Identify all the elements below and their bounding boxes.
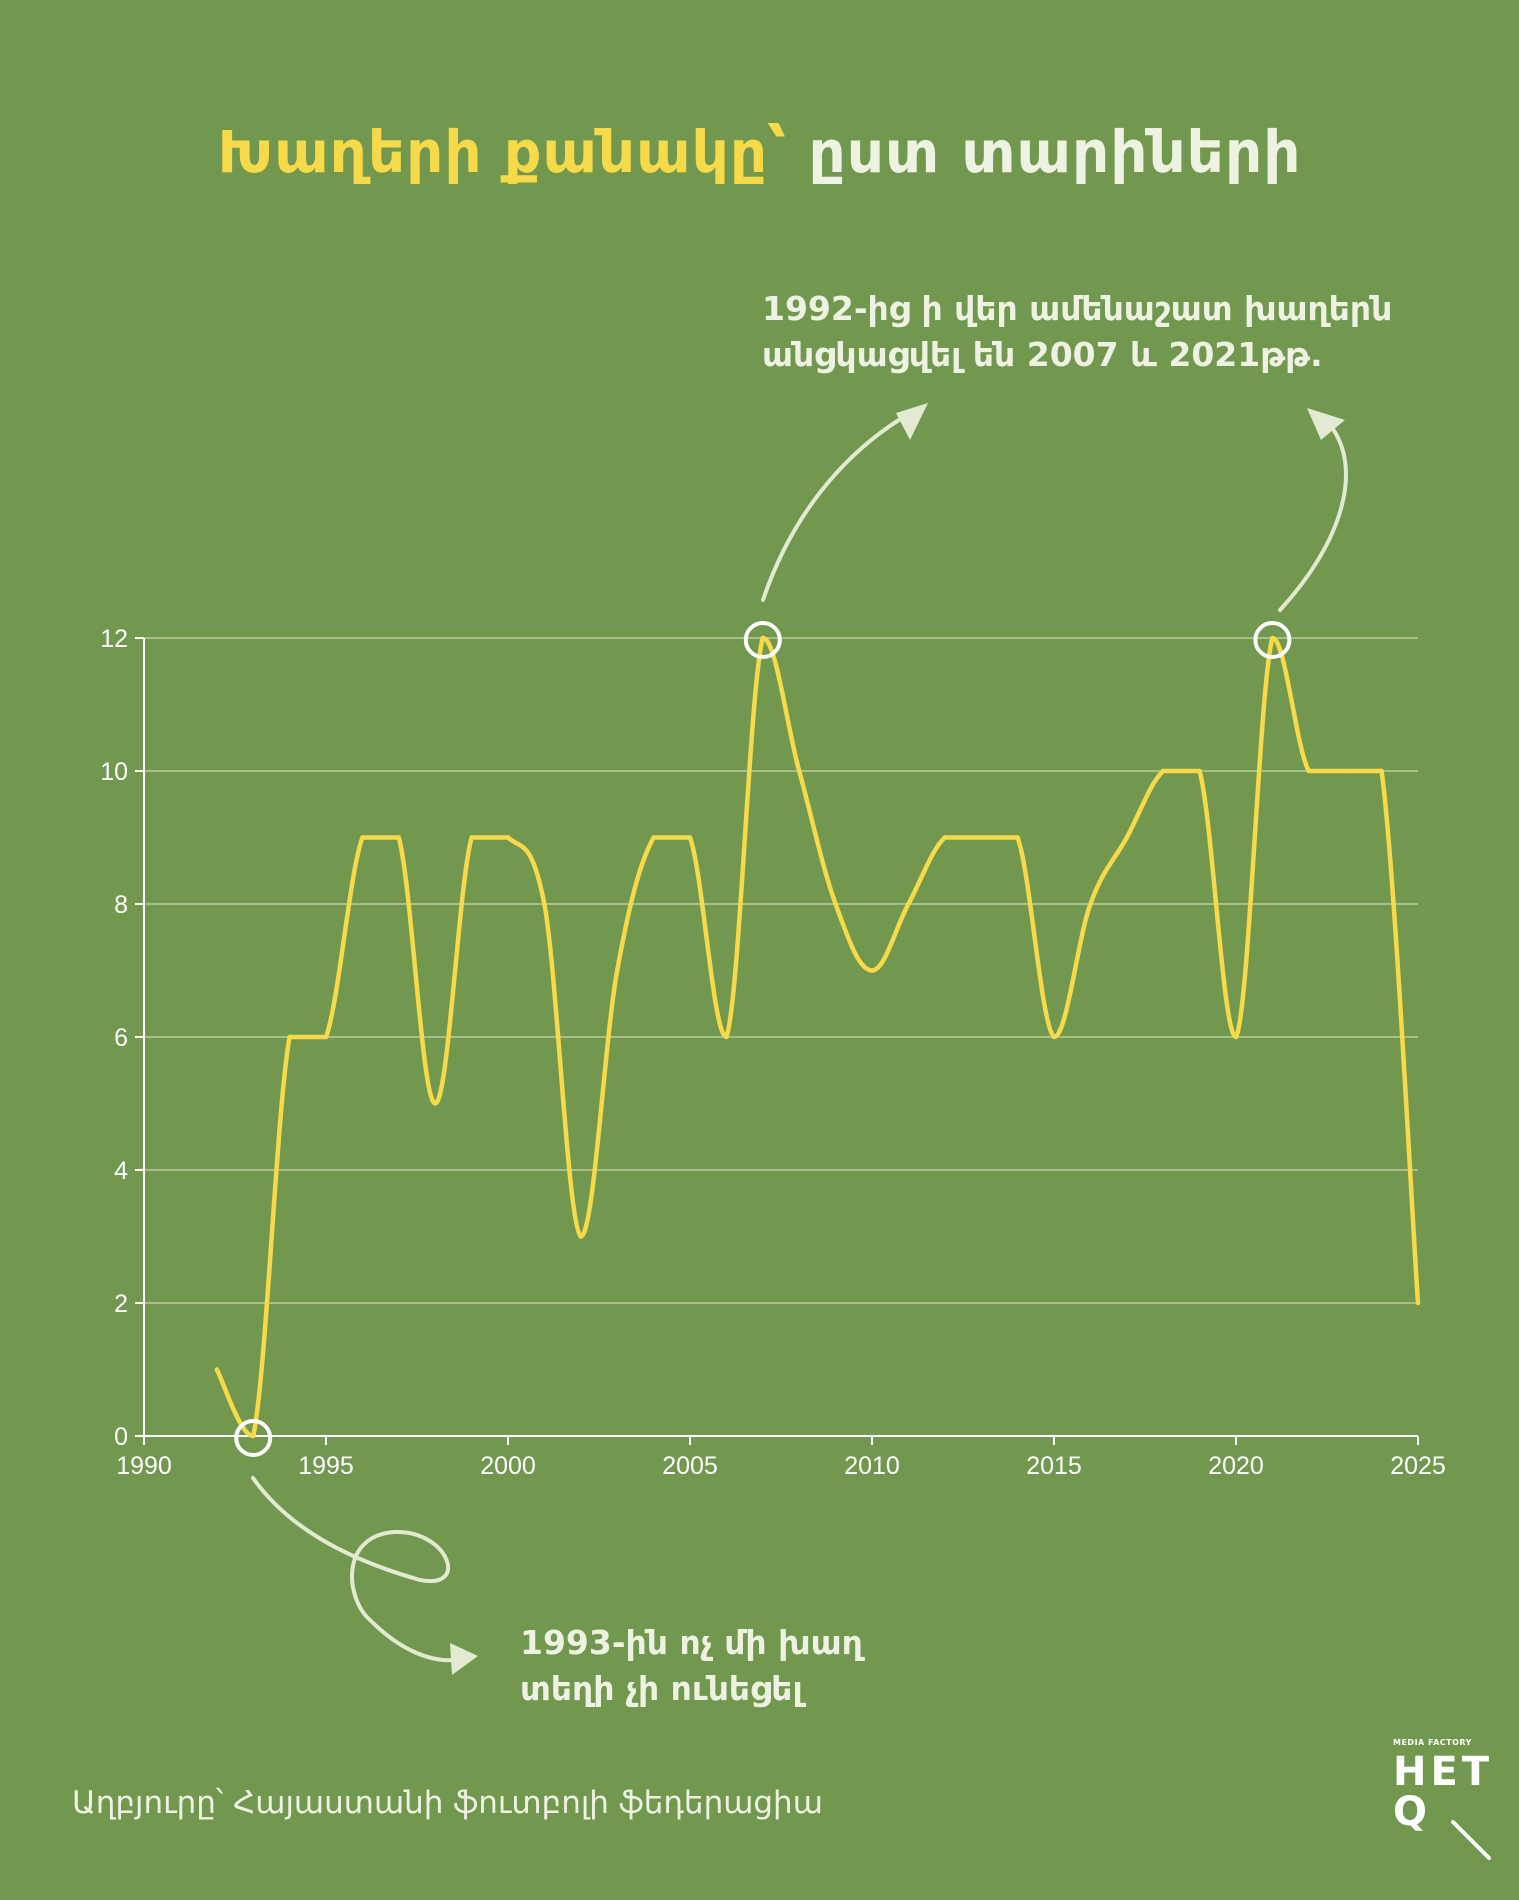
data-point: [360, 835, 365, 840]
x-tick-labels: 1990 1995 2000 2005 2010 2015 2020 2025: [116, 1452, 1446, 1480]
x-tick-label: 2015: [1026, 1452, 1082, 1480]
data-point: [578, 1234, 583, 1239]
data-point: [469, 835, 474, 840]
y-tick-label: 6: [114, 1024, 128, 1052]
data-point: [942, 835, 947, 840]
title-highlight: Խաղերի քանակը՝: [217, 118, 788, 186]
title-rest: ըստ տարիների: [808, 118, 1302, 186]
data-point: [1343, 768, 1348, 774]
grid-lines: [144, 637, 1418, 1304]
data-point: [505, 835, 511, 840]
annotation-top-line1: 1992-ից ի վեր ամենաշատ խաղերն: [762, 289, 1393, 328]
data-point: [323, 1034, 329, 1040]
arrow-top-right: [1278, 423, 1348, 612]
data-point: [1197, 768, 1202, 774]
data-point: [396, 835, 401, 840]
y-tick-label: 8: [114, 891, 128, 919]
highlight-markers: [234, 621, 1292, 1457]
heto-logo: MEDIA FACTORY HET Q: [1393, 1738, 1493, 1868]
data-point: [1051, 1034, 1057, 1040]
annotation-arrows: [251, 403, 1348, 1675]
annotation-bottom-line1: 1993-ին ոչ մի խաղ: [520, 1623, 863, 1662]
data-point: [214, 1367, 219, 1372]
data-point: [287, 1034, 292, 1040]
x-tick-label: 2005: [662, 1452, 718, 1480]
data-point: [1306, 768, 1312, 774]
y-tick-label: 4: [114, 1157, 128, 1185]
data-point: [542, 901, 547, 907]
data-point: [1415, 1300, 1421, 1306]
data-point: [651, 835, 656, 840]
y-tick-label: 0: [114, 1423, 128, 1451]
data-point: [433, 1101, 438, 1106]
data-point: [615, 968, 620, 973]
data-point: [1124, 835, 1130, 840]
logo-small-text: MEDIA FACTORY: [1393, 1738, 1472, 1747]
annotation-bottom: 1993-ին ոչ մի խաղ տեղի չի ունեցել: [520, 1620, 920, 1712]
data-point: [1161, 768, 1166, 774]
data-point: [687, 835, 693, 840]
y-tick-label: 10: [100, 758, 128, 786]
arrow-top-left: [761, 413, 909, 602]
data-point: [251, 1433, 256, 1439]
x-tick-label: 2020: [1208, 1452, 1264, 1480]
data-point: [979, 835, 984, 840]
series: [214, 635, 1421, 1439]
data-point: [1379, 768, 1384, 774]
annotation-bottom-line2: տեղի չի ունեցել: [520, 1669, 803, 1708]
logo-line1: HET: [1393, 1749, 1494, 1795]
y-tick-label: 2: [114, 1290, 128, 1318]
arrow-bottom-head: [450, 1643, 478, 1675]
data-point: [1233, 1034, 1239, 1040]
highlight-circle: [234, 1419, 273, 1457]
x-tick-label: 1995: [298, 1452, 354, 1480]
annotation-top: 1992-ից ի վեր ամենաշատ խաղերն անցկացվել …: [762, 286, 1462, 378]
magnifier-icon: [1451, 1820, 1491, 1860]
chart-title: Խաղերի քանակը՝ ըստ տարիների: [0, 118, 1519, 186]
data-point: [760, 635, 765, 641]
x-tick-label: 2010: [844, 1452, 900, 1480]
data-point: [906, 901, 911, 907]
y-tick-labels: 0 2 4 6 8 10 12: [100, 625, 128, 1451]
annotation-top-line2: անցկացվել են 2007 և 2021թթ.: [762, 335, 1323, 374]
y-tick-label: 12: [100, 625, 128, 653]
data-point: [869, 968, 875, 973]
x-tick-label: 2000: [480, 1452, 536, 1480]
arrow-top-right-head: [1307, 408, 1345, 440]
arrow-top-left-head: [896, 403, 928, 440]
series-line: [214, 635, 1421, 1439]
highlight-circle: [1253, 621, 1292, 659]
data-point: [1088, 901, 1093, 907]
axes: [135, 637, 1419, 1445]
data-point: [797, 768, 802, 774]
arrow-bottom-loop: [251, 1476, 457, 1663]
data-point: [724, 1034, 729, 1040]
x-tick-label: 1990: [116, 1452, 172, 1480]
data-point: [833, 901, 838, 907]
x-tick-label: 2025: [1390, 1452, 1446, 1480]
highlight-circle: [743, 621, 782, 659]
source-note: Աղբյուրը՝ Հայաստանի ֆուտբոլի ֆեդերացիա: [72, 1785, 823, 1821]
data-point: [1015, 835, 1020, 840]
logo-line2: Q: [1393, 1789, 1432, 1835]
data-point: [1270, 635, 1275, 641]
